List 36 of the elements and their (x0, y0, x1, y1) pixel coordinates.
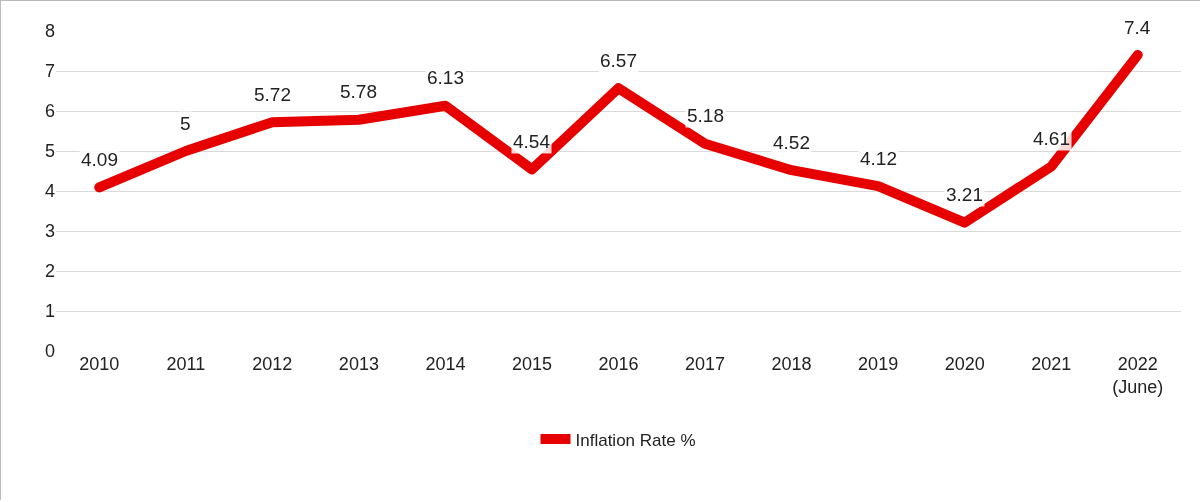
data-label: 4.52 (773, 132, 810, 153)
y-tick-label: 1 (44, 301, 55, 322)
y-tick-label: 7 (44, 61, 55, 82)
y-tick-label: 4 (44, 181, 55, 202)
data-label: 5.72 (254, 84, 291, 105)
x-tick-label: 2020 (944, 354, 985, 374)
y-tick-label: 0 (44, 341, 55, 362)
data-label: 4.09 (81, 149, 118, 170)
x-tick-label: 2012 (252, 354, 293, 374)
y-tick-label: 3 (44, 221, 55, 242)
x-tick-label: 2010 (79, 354, 120, 374)
y-tick-label: 2 (44, 261, 55, 282)
x-tick-label: 2019 (858, 354, 899, 374)
data-label: 4.12 (860, 148, 897, 169)
x-tick-label: 2015 (511, 354, 552, 374)
data-label: 5 (180, 113, 191, 134)
data-label: 4.54 (513, 131, 551, 152)
x-tick-label: 2013 (338, 354, 379, 374)
x-tick-label: 2016 (598, 354, 639, 374)
data-label: 4.61 (1033, 128, 1070, 149)
data-label: 5.78 (340, 81, 377, 102)
data-label: 5.18 (687, 105, 724, 126)
data-label: 6.57 (600, 50, 637, 71)
data-label: 7.4 (1124, 17, 1151, 38)
y-tick-label: 5 (44, 141, 55, 162)
y-tick-label: 8 (44, 21, 55, 42)
x-tick-label: 2021 (1031, 354, 1072, 374)
y-tick-label: 6 (44, 101, 55, 122)
x-tick-label: 2017 (685, 354, 726, 374)
x-tick-label: 2022 (June) (1112, 354, 1164, 398)
data-label: 3.21 (946, 184, 983, 205)
data-label: 6.13 (427, 67, 464, 88)
x-tick-label: 2014 (425, 354, 466, 374)
x-tick-label: 2018 (771, 354, 812, 374)
x-tick-label: 2011 (166, 354, 206, 374)
legend-label: Inflation Rate % (575, 430, 696, 450)
